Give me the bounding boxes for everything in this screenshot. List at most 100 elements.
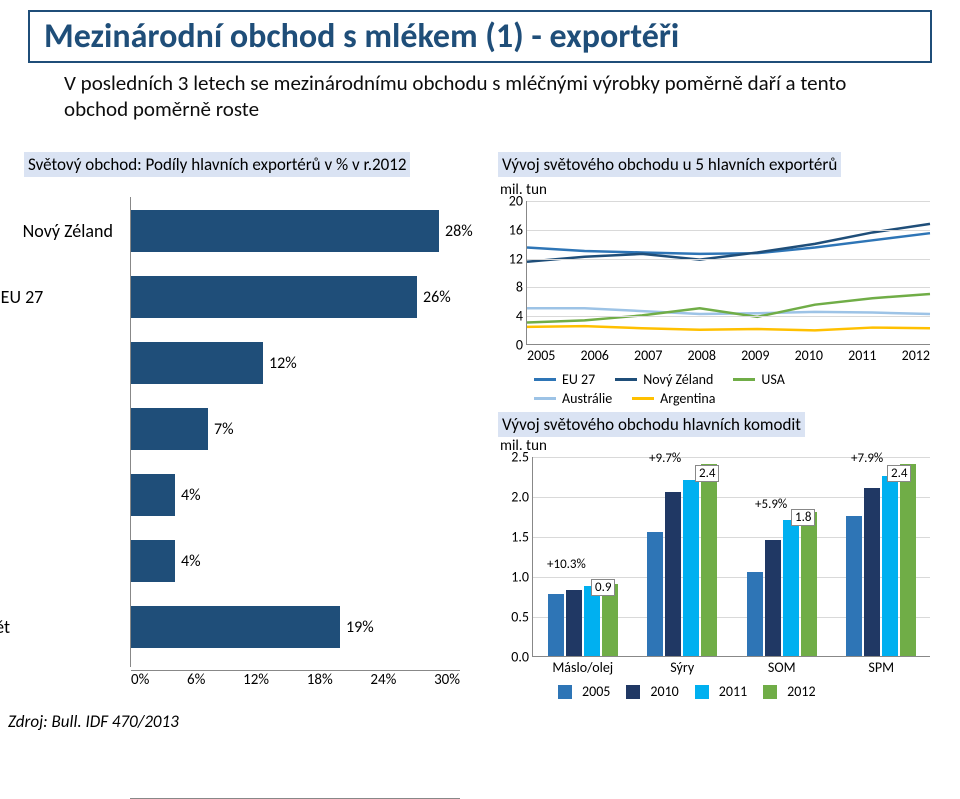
grouped-bar <box>548 594 564 656</box>
legend-label: USA <box>761 371 784 388</box>
change-label: +5.9% <box>755 497 787 512</box>
trade-trend-chart: Vývoj světového obchodu u 5 hlavních exp… <box>498 152 942 407</box>
legend-item: Austrálie <box>534 390 612 407</box>
legend-swatch <box>534 397 556 400</box>
grouped-bar <box>747 572 763 656</box>
legend-item: 2012 <box>763 683 815 700</box>
group-label: SPM <box>845 659 917 676</box>
grouped-bar <box>701 464 717 656</box>
page-title: Mezinárodní obchod s mlékem (1) - export… <box>28 10 932 63</box>
bar-value-label: 4% <box>181 486 201 505</box>
source-note: Zdroj: Bull. IDF 470/2013 <box>8 711 179 732</box>
grouped-plot-area: 0.00.51.01.52.02.5Máslo/olejSýrySOMSPM0.… <box>532 457 930 657</box>
x-tick: 2005 <box>527 347 555 364</box>
legend-swatch <box>695 685 709 699</box>
bar-category-label: EU 27 <box>1 286 111 308</box>
bar-group: SOM <box>746 512 818 656</box>
grouped-legend: 2005 2010 2011 2012 <box>558 683 942 700</box>
x-tick: 12% <box>243 671 269 689</box>
left-chart-title: Světový obchod: Podíly hlavních exportér… <box>24 152 410 177</box>
y-tick: 1.0 <box>501 569 529 586</box>
x-tick: 2006 <box>581 347 609 364</box>
bar-row: Argentina4% <box>131 540 201 582</box>
gridline <box>527 259 930 260</box>
bar-row: Nový Zéland28% <box>131 210 473 252</box>
change-label: +7.9% <box>851 451 883 466</box>
legend-label: EU 27 <box>562 371 595 388</box>
y-tick: 0.5 <box>501 609 529 626</box>
value-callout: 2.4 <box>887 465 911 482</box>
grouped-bar <box>864 488 880 656</box>
x-tick: 6% <box>187 671 205 689</box>
bar <box>131 606 340 648</box>
y-tick: 16 <box>501 221 523 238</box>
bar-group: SPM <box>845 464 917 656</box>
bar <box>131 540 175 582</box>
line-plot-area: 20052006200720082009201020112012 0481216… <box>526 201 930 345</box>
grouped-bar <box>783 520 799 656</box>
bar-row: Austrálie7% <box>131 408 234 450</box>
legend-label: Argentina <box>660 390 715 407</box>
grouped-bar <box>647 532 663 656</box>
bar-row: Ostatní svět19% <box>131 606 374 648</box>
bar <box>131 474 175 516</box>
right-top-unit: mil. tun <box>500 181 942 199</box>
x-tick: 2009 <box>741 347 769 364</box>
legend-label: Nový Zéland <box>643 371 713 388</box>
legend-label: 2005 <box>582 683 610 700</box>
group-label: Máslo/olej <box>547 659 619 676</box>
x-tick: 2010 <box>795 347 823 364</box>
legend-swatch <box>632 397 654 400</box>
bar-row: EU 2726% <box>131 276 451 318</box>
gridline <box>527 316 930 317</box>
grouped-bar <box>882 476 898 656</box>
line-legend: EU 27 Nový Zéland USA Austrálie Argentina <box>534 371 914 407</box>
legend-swatch <box>733 378 755 381</box>
x-tick: 2008 <box>688 347 716 364</box>
bar-value-label: 26% <box>423 288 451 307</box>
x-tick: 0% <box>131 671 149 689</box>
right-bottom-title: Vývoj světového obchodu hlavních komodit <box>498 412 805 437</box>
y-tick: 20 <box>501 193 523 210</box>
series-line <box>527 233 930 254</box>
grouped-bar <box>801 512 817 656</box>
y-tick: 8 <box>501 279 523 296</box>
bar <box>131 408 208 450</box>
x-tick: 30% <box>434 671 460 689</box>
bar <box>131 276 417 318</box>
bar <box>131 342 263 384</box>
change-label: +10.3% <box>547 557 586 572</box>
group-label: Sýry <box>646 659 718 676</box>
legend-item: EU 27 <box>534 371 595 388</box>
y-tick: 2.0 <box>501 489 529 506</box>
x-tick: 18% <box>307 671 333 689</box>
gridline <box>527 287 930 288</box>
grouped-bar <box>665 492 681 656</box>
bar-value-label: 4% <box>181 552 201 571</box>
legend-item: 2010 <box>626 683 678 700</box>
gridline <box>527 230 930 231</box>
bar-value-label: 12% <box>269 354 297 373</box>
x-tick: 2007 <box>634 347 662 364</box>
bar-category-label: Nový Zéland <box>23 220 133 242</box>
value-callout: 2.4 <box>695 465 719 482</box>
grouped-bar <box>683 480 699 656</box>
legend-swatch <box>615 378 637 381</box>
page-subtitle: V posledních 3 letech se mezinárodnímu o… <box>64 70 894 123</box>
x-tick: 2011 <box>848 347 876 364</box>
y-tick: 1.5 <box>501 529 529 546</box>
group-label: SOM <box>746 659 818 676</box>
grouped-bar <box>765 540 781 656</box>
x-tick: 2012 <box>902 347 930 364</box>
y-tick: 0.0 <box>501 649 529 666</box>
legend-item: Nový Zéland <box>615 371 713 388</box>
legend-item: 2011 <box>695 683 747 700</box>
legend-label: 2011 <box>719 683 747 700</box>
commodity-chart: Vývoj světového obchodu hlavních komodit… <box>498 412 942 700</box>
bar-row: Bělorusko4% <box>131 474 201 516</box>
bar <box>131 210 439 252</box>
grouped-bar <box>584 586 600 656</box>
series-line <box>527 326 930 330</box>
y-tick: 12 <box>501 250 523 267</box>
y-tick: 0 <box>501 337 523 354</box>
